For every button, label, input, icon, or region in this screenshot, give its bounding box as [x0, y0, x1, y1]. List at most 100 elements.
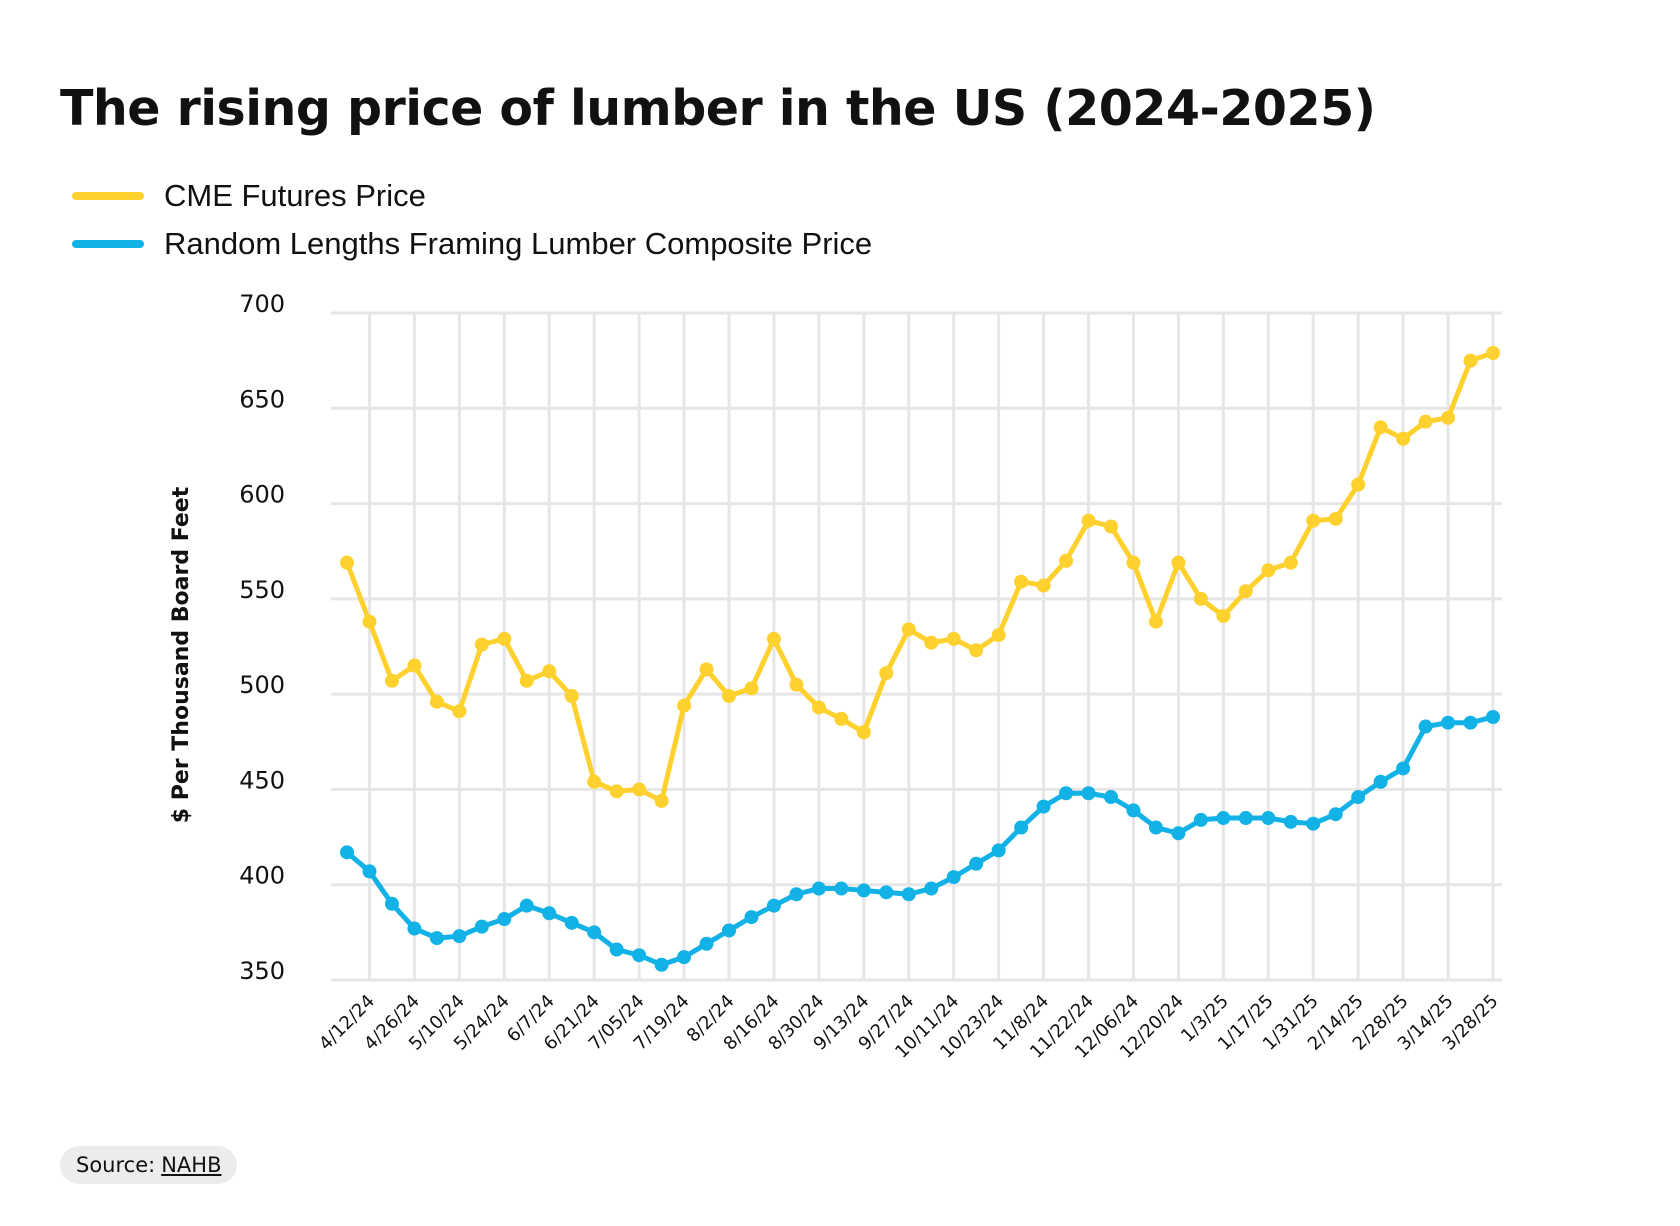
series-random-lengths: [340, 710, 1500, 972]
data-point: [1418, 719, 1433, 734]
data-point: [744, 910, 759, 925]
data-point: [969, 856, 984, 871]
data-point: [789, 677, 804, 692]
data-point: [654, 957, 669, 972]
data-point: [1238, 811, 1253, 826]
data-point: [519, 898, 534, 913]
data-point: [340, 555, 354, 570]
source-badge: Source: NAHB: [60, 1146, 238, 1184]
data-point: [699, 936, 714, 951]
data-point: [901, 622, 916, 637]
grid: [331, 311, 1502, 982]
data-point: [384, 896, 399, 911]
data-point: [384, 673, 399, 688]
data-point: [1126, 555, 1141, 570]
data-point: [834, 711, 849, 726]
data-point: [1463, 353, 1478, 368]
data-point: [766, 631, 781, 646]
data-point: [429, 931, 444, 946]
data-point: [946, 870, 961, 885]
y-tick-label: 400: [239, 862, 285, 890]
data-point: [1261, 811, 1276, 826]
data-point: [1081, 786, 1096, 801]
data-point: [474, 637, 489, 652]
data-point: [722, 689, 736, 704]
data-point: [497, 912, 512, 927]
data-point: [901, 887, 916, 902]
data-point: [924, 635, 939, 650]
data-point: [946, 631, 961, 646]
data-point: [1216, 811, 1231, 826]
data-point: [1193, 812, 1208, 827]
data-point: [1328, 807, 1343, 822]
data-point: [879, 885, 894, 900]
data-point: [766, 898, 781, 913]
data-point: [564, 915, 579, 930]
data-point: [834, 881, 849, 896]
y-tick-label: 450: [239, 766, 285, 794]
data-point: [1036, 799, 1051, 814]
y-axis-label: $ Per Thousand Board Feet: [169, 486, 194, 823]
data-point: [991, 843, 1006, 858]
data-point: [632, 782, 647, 797]
data-point: [609, 784, 624, 799]
data-point: [1216, 609, 1231, 624]
data-point: [452, 929, 467, 944]
data-point: [654, 793, 669, 808]
data-point: [519, 673, 534, 688]
data-point: [856, 883, 871, 898]
data-point: [1306, 816, 1321, 831]
data-point: [632, 948, 647, 963]
data-point: [587, 774, 602, 789]
data-point: [1418, 414, 1433, 429]
data-point: [362, 614, 377, 629]
y-tick-label: 550: [239, 576, 285, 604]
data-point: [1261, 563, 1276, 578]
data-point: [1148, 820, 1163, 835]
x-axis: 4/12/244/26/245/10/245/24/246/7/246/21/2…: [315, 991, 1502, 1063]
legend-swatch-random-lengths: [72, 240, 144, 248]
data-point: [677, 698, 692, 713]
y-tick-label: 500: [239, 671, 285, 699]
data-point: [1396, 431, 1411, 446]
data-point: [811, 881, 826, 896]
data-point: [407, 658, 422, 673]
legend: CME Futures Price Random Lengths Framing…: [72, 172, 872, 268]
data-point: [1104, 790, 1118, 805]
data-point: [969, 643, 984, 658]
data-point: [744, 681, 759, 696]
data-point: [1059, 786, 1074, 801]
legend-label-random-lengths: Random Lengths Framing Lumber Composite …: [164, 226, 873, 261]
data-point: [1171, 555, 1186, 570]
data-point: [789, 887, 804, 902]
data-point: [1396, 761, 1411, 776]
data-point: [1373, 774, 1388, 789]
data-point: [1441, 715, 1456, 730]
data-point: [879, 666, 894, 681]
y-tick-label: 600: [239, 481, 285, 509]
data-point: [1036, 578, 1051, 593]
data-point: [1351, 477, 1366, 492]
data-point: [1441, 410, 1456, 425]
data-point: [1463, 715, 1478, 730]
data-point: [1126, 803, 1141, 818]
data-point: [1306, 513, 1321, 528]
data-point: [1373, 420, 1388, 435]
legend-label-cme: CME Futures Price: [164, 178, 426, 213]
data-point: [542, 664, 557, 679]
data-point: [474, 919, 489, 934]
data-point: [677, 950, 692, 965]
legend-item-random-lengths: Random Lengths Framing Lumber Composite …: [72, 220, 872, 268]
data-point: [991, 628, 1006, 643]
data-point: [1014, 574, 1029, 589]
data-point: [1351, 790, 1366, 805]
data-point: [429, 694, 444, 709]
data-point: [1238, 584, 1253, 599]
y-tick-label: 650: [239, 385, 285, 413]
data-point: [542, 906, 557, 921]
data-point: [1486, 346, 1500, 361]
data-point: [1283, 555, 1298, 570]
source-link[interactable]: NAHB: [161, 1153, 222, 1177]
data-point: [924, 881, 939, 896]
